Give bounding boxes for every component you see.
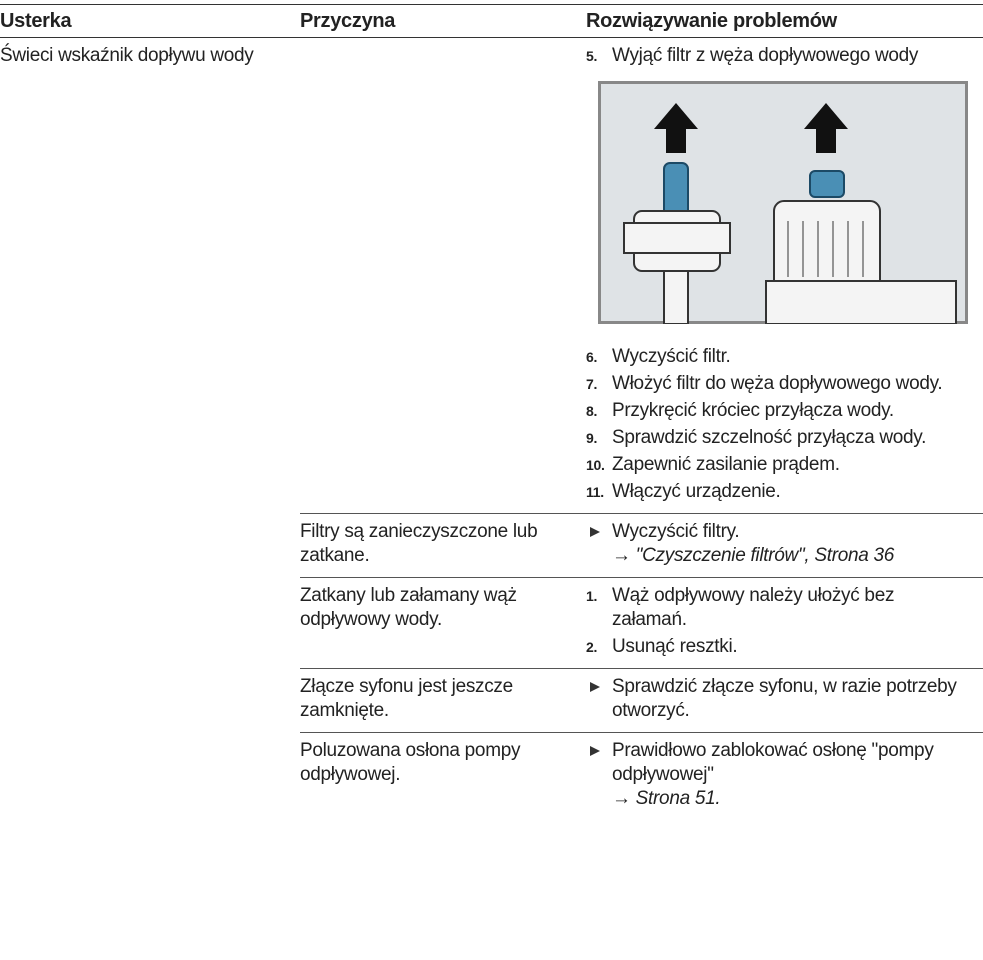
- step-text: Wąż odpływowy należy ułożyć bez załamań.: [612, 585, 895, 630]
- solution-cell: 5. Wyjąć filtr z węża dopływowego wody 6.…: [586, 38, 983, 514]
- fault-cell: Świeci wskaźnik dopływu wody: [0, 45, 254, 66]
- column-header: Przyczyna: [300, 4, 586, 38]
- step-text: Przykręcić króciec przyłącza wody.: [612, 400, 894, 421]
- step-number: 1.: [586, 588, 598, 604]
- column-header: Rozwiązywanie problemów: [586, 4, 983, 38]
- column-header: Usterka: [0, 4, 300, 38]
- step-number: 6.: [586, 349, 598, 365]
- cause-cell: Zatkany lub załamany wąż odpływowy wody.: [300, 577, 586, 669]
- bullet: [586, 739, 612, 811]
- header-row: Usterka Przyczyna Rozwiązywanie problemó…: [0, 4, 983, 38]
- step-number: 9.: [586, 430, 598, 446]
- bullet: [586, 520, 612, 568]
- figure: [598, 81, 968, 325]
- step: 1. Wąż odpływowy należy ułożyć bez załama…: [586, 584, 971, 632]
- action-body: Wyczyścić filtry. → "Czyszczenie filtrów"…: [612, 520, 894, 568]
- step-number: 11.: [586, 484, 604, 500]
- action-text: Prawidłowo zablokować osłonę "pompy odpł…: [612, 740, 934, 785]
- step: 11. Włączyć urządzenie.: [586, 480, 971, 504]
- action: Prawidłowo zablokować osłonę "pompy odpł…: [586, 739, 971, 811]
- step-number: 2.: [586, 639, 598, 655]
- action-text: Wyczyścić filtry.: [612, 521, 740, 542]
- table-row: Poluzowana osłona pompy odpływowej. Prawi…: [0, 732, 983, 820]
- step: 9. Sprawdzić szczelność przyłącza wody.: [586, 426, 971, 450]
- troubleshooting-table: Usterka Przyczyna Rozwiązywanie problemó…: [0, 4, 983, 820]
- action-text: Sprawdzić złącze syfonu, w razie potrzeb…: [612, 676, 957, 721]
- step: 7. Włożyć filtr do węża dopływowego wody.: [586, 372, 971, 396]
- step: 5. Wyjąć filtr z węża dopływowego wody: [586, 44, 971, 68]
- solution-cell: 1. Wąż odpływowy należy ułożyć bez załama…: [586, 577, 983, 669]
- cross-reference: → "Czyszczenie filtrów", Strona 36: [612, 545, 895, 566]
- action-body: Prawidłowo zablokować osłonę "pompy odpł…: [612, 739, 971, 811]
- cause-cell: Poluzowana osłona pompy odpływowej.: [300, 732, 586, 820]
- table-row: Świeci wskaźnik dopływu wody 5. Wyjąć filt…: [0, 38, 983, 514]
- table-row: Filtry są zanieczyszczone lub zatkane. Wy…: [0, 513, 983, 578]
- table-row: Zatkany lub załamany wąż odpływowy wody.…: [0, 577, 983, 669]
- step: 2. Usunąć resztki.: [586, 635, 971, 659]
- step-number: 8.: [586, 403, 598, 419]
- step-number: 5.: [586, 48, 598, 64]
- step-text: Zapewnić zasilanie prądem.: [612, 454, 840, 475]
- step: 10. Zapewnić zasilanie prądem.: [586, 453, 971, 477]
- step-text: Włożyć filtr do węża dopływowego wody.: [612, 373, 943, 394]
- cause-cell: Filtry są zanieczyszczone lub zatkane.: [300, 513, 586, 578]
- cause-cell: Złącze syfonu jest jeszcze zamknięte.: [300, 668, 586, 733]
- step-text: Sprawdzić szczelność przyłącza wody.: [612, 427, 927, 448]
- action-body: Sprawdzić złącze syfonu, w razie potrzeb…: [612, 675, 971, 723]
- step-number: 10.: [586, 457, 605, 473]
- table-row: Złącze syfonu jest jeszcze zamknięte. Spr…: [0, 668, 983, 733]
- cause-cell: [300, 38, 586, 514]
- step: 6. Wyczyścić filtr.: [586, 345, 971, 369]
- bullet: [586, 675, 612, 723]
- solution-cell: Sprawdzić złącze syfonu, w razie potrzeb…: [586, 668, 983, 733]
- step-number: 7.: [586, 376, 598, 392]
- step-text: Włączyć urządzenie.: [612, 481, 781, 502]
- solution-cell: Prawidłowo zablokować osłonę "pompy odpł…: [586, 732, 983, 820]
- solution-cell: Wyczyścić filtry. → "Czyszczenie filtrów"…: [586, 513, 983, 578]
- action: Wyczyścić filtry. → "Czyszczenie filtrów"…: [586, 520, 971, 568]
- step-text: Wyczyścić filtr.: [612, 346, 731, 367]
- cross-reference: → Strona 51.: [612, 788, 721, 809]
- step-text: Usunąć resztki.: [612, 636, 738, 657]
- step-text: Wyjąć filtr z węża dopływowego wody: [612, 45, 919, 66]
- action: Sprawdzić złącze syfonu, w razie potrzeb…: [586, 675, 971, 723]
- step: 8. Przykręcić króciec przyłącza wody.: [586, 399, 971, 423]
